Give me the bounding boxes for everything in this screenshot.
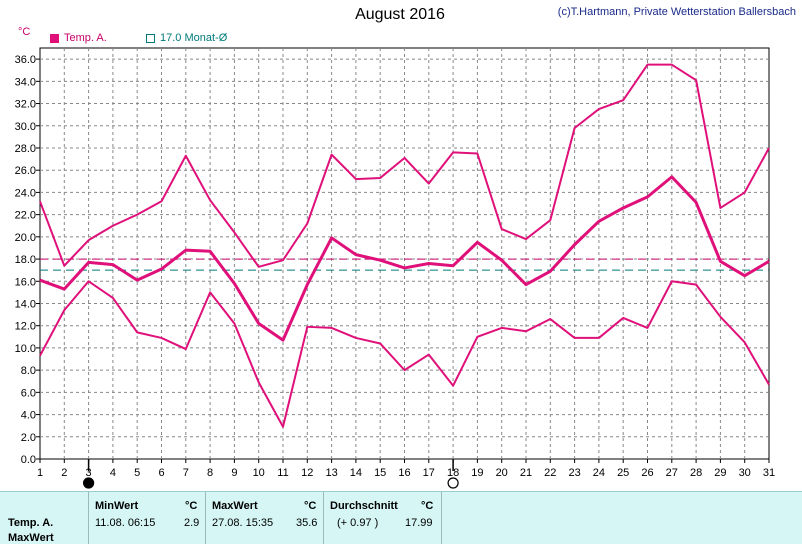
min-unit: °C <box>185 500 198 512</box>
y-tick-label: 26.0 <box>15 165 36 177</box>
x-tick-label: 27 <box>666 467 678 479</box>
info-divider <box>323 492 324 544</box>
series-line-min <box>39 280 770 428</box>
new-moon-icon <box>82 477 95 489</box>
max-value: 35.6 <box>296 517 318 529</box>
x-tick-label: 14 <box>350 467 362 479</box>
info-row-label: Temp. A. <box>8 517 54 529</box>
avg-header: Durchschnitt <box>330 500 398 512</box>
series-line-mean <box>39 175 770 342</box>
y-tick-label: 12.0 <box>15 321 36 333</box>
y-tick-label: 36.0 <box>15 54 36 66</box>
y-tick-label: 16.0 <box>15 276 36 288</box>
avg-diff: (+ 0.97 ) <box>337 517 379 529</box>
y-tick-label: 0.0 <box>21 454 36 466</box>
info-row-label-2: MaxWert <box>8 532 54 544</box>
x-tick-label: 25 <box>617 467 629 479</box>
full-moon-icon <box>447 477 459 489</box>
y-tick-label: 22.0 <box>15 210 36 222</box>
max-unit: °C <box>304 500 317 512</box>
legend-swatch-monthly <box>146 33 155 43</box>
chart-axes: 1 2 3 4 5 6 7 8 9 10 11 12 13 14 15 16 17 18 19 20 21 22 23 24 2… <box>15 54 776 479</box>
x-tick-label: 21 <box>520 467 532 479</box>
legend-item-temp[interactable]: Temp. A. <box>50 32 107 44</box>
max-when: 27.08. 15:35 <box>212 517 274 529</box>
x-tick-label: 26 <box>641 467 653 479</box>
info-divider <box>441 492 442 544</box>
series-line-max <box>39 63 770 268</box>
y-tick-label: 28.0 <box>15 143 36 155</box>
x-tick-label: 6 <box>158 467 164 479</box>
x-tick-label: 3 <box>86 467 92 479</box>
avg-unit: °C <box>421 500 434 512</box>
x-tick-label: 30 <box>739 467 751 479</box>
y-tick-label: 34.0 <box>15 76 36 88</box>
x-tick-label: 28 <box>690 467 702 479</box>
avg-value: 17.99 <box>405 517 433 529</box>
x-tick-label: 9 <box>231 467 237 479</box>
x-tick-label: 1 <box>37 467 43 479</box>
x-tick-label: 15 <box>374 467 386 479</box>
y-tick-label: 4.0 <box>21 410 36 422</box>
legend-label-temp: Temp. A. <box>64 32 107 44</box>
y-unit-label: °C <box>18 26 31 38</box>
chart-grid <box>39 47 770 460</box>
info-panel: Temp. A. MaxWert MinWert °C 11.08. 06:15… <box>0 491 802 544</box>
legend-swatch-temp <box>50 33 59 43</box>
y-tick-label: 2.0 <box>21 432 36 444</box>
x-tick-label: 20 <box>496 467 508 479</box>
x-tick-label: 4 <box>110 467 116 479</box>
x-tick-label: 23 <box>568 467 580 479</box>
y-tick-label: 6.0 <box>21 387 36 399</box>
x-tick-label: 22 <box>544 467 556 479</box>
x-tick-label: 12 <box>301 467 313 479</box>
x-tick-label: 19 <box>471 467 483 479</box>
chart-title: August 2016 <box>355 6 445 23</box>
y-tick-label: 14.0 <box>15 298 36 310</box>
x-tick-label: 24 <box>593 467 605 479</box>
x-tick-label: 17 <box>423 467 435 479</box>
x-tick-label: 8 <box>207 467 213 479</box>
x-tick-label: 11 <box>277 467 288 479</box>
x-tick-label: 5 <box>134 467 140 479</box>
y-tick-label: 10.0 <box>15 343 36 355</box>
series-lines <box>39 63 770 428</box>
x-tick-label: 16 <box>398 467 410 479</box>
y-tick-label: 8.0 <box>21 365 36 377</box>
y-tick-label: 24.0 <box>15 187 36 199</box>
moon-markers <box>82 459 459 489</box>
info-divider <box>205 492 206 544</box>
legend-label-monthly: 17.0 Monat-Ø <box>160 32 228 44</box>
x-tick-label: 13 <box>325 467 337 479</box>
legend-item-monthly[interactable]: 17.0 Monat-Ø <box>146 32 227 44</box>
y-tick-label: 20.0 <box>15 232 36 244</box>
min-value: 2.9 <box>184 517 200 529</box>
max-header: MaxWert <box>212 500 258 512</box>
min-header: MinWert <box>95 500 139 512</box>
x-tick-label: 7 <box>183 467 189 479</box>
x-tick-label: 29 <box>714 467 726 479</box>
y-tick-label: 30.0 <box>15 121 36 133</box>
copyright-text: (c)T.Hartmann, Private Wetterstation Bal… <box>557 6 796 18</box>
x-tick-label: 18 <box>447 467 459 479</box>
min-when: 11.08. 06:15 <box>95 517 156 529</box>
y-tick-label: 32.0 <box>15 99 36 111</box>
temperature-chart: 1 2 3 4 5 6 7 8 9 10 11 12 13 14 15 16 17 18 19 20 21 22 23 24 2… <box>15 47 776 489</box>
x-tick-label: 10 <box>253 467 265 479</box>
x-tick-label: 2 <box>61 467 67 479</box>
x-tick-label: 31 <box>763 467 775 479</box>
y-tick-label: 18.0 <box>15 254 36 266</box>
info-divider <box>88 492 89 544</box>
